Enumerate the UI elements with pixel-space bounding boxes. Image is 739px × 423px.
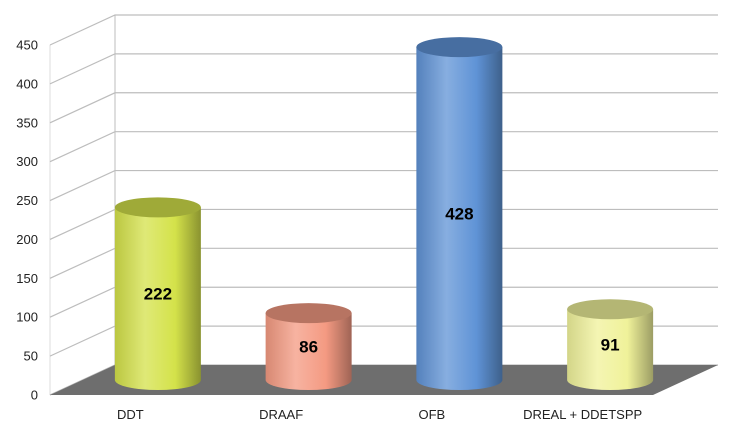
y-tick-label: 400 bbox=[16, 76, 38, 91]
bar-top bbox=[265, 303, 352, 324]
floor bbox=[50, 365, 718, 395]
bar-body bbox=[265, 313, 352, 390]
y-axis: 0 50 100 150 200 250 300 350 400 450 bbox=[16, 38, 38, 403]
bar-4: 91 bbox=[567, 299, 654, 390]
x-tick-label: DDT bbox=[117, 407, 144, 422]
bars: 222 86 428 91 bbox=[114, 37, 654, 390]
bar-top bbox=[114, 197, 201, 218]
chart-walls bbox=[49, 15, 116, 396]
y-tick-label: 100 bbox=[16, 310, 38, 325]
bar-top bbox=[567, 299, 654, 320]
bar-body bbox=[114, 207, 201, 390]
data-label: 428 bbox=[445, 205, 473, 224]
bar-body bbox=[416, 47, 503, 390]
bar-2: 86 bbox=[265, 303, 352, 390]
y-tick-label: 0 bbox=[31, 388, 38, 403]
bar-3: 428 bbox=[416, 37, 503, 390]
x-tick-label: DREAL + DDETSPP bbox=[523, 407, 642, 422]
data-label: 86 bbox=[299, 338, 318, 357]
bar-1: 222 bbox=[114, 197, 201, 390]
gridline bbox=[49, 131, 718, 163]
y-tick-label: 150 bbox=[16, 271, 38, 286]
y-tick-label: 200 bbox=[16, 232, 38, 247]
gridline bbox=[49, 14, 718, 46]
bar-top bbox=[416, 37, 503, 58]
x-tick-label: OFB bbox=[419, 407, 446, 422]
y-tick-label: 300 bbox=[16, 154, 38, 169]
gridline bbox=[49, 92, 718, 124]
x-axis: DDT DRAAF OFB DREAL + DDETSPP bbox=[117, 407, 642, 422]
y-tick-label: 50 bbox=[24, 349, 38, 364]
y-tick-label: 350 bbox=[16, 115, 38, 130]
data-label: 222 bbox=[144, 285, 172, 304]
x-tick-label: DRAAF bbox=[259, 407, 303, 422]
data-label: 91 bbox=[601, 336, 620, 355]
chart-floor bbox=[50, 365, 718, 395]
gridline bbox=[49, 169, 718, 202]
y-tick-label: 250 bbox=[16, 193, 38, 208]
bar-body bbox=[567, 309, 654, 390]
gridline bbox=[49, 53, 718, 85]
y-tick-label: 450 bbox=[16, 38, 38, 53]
